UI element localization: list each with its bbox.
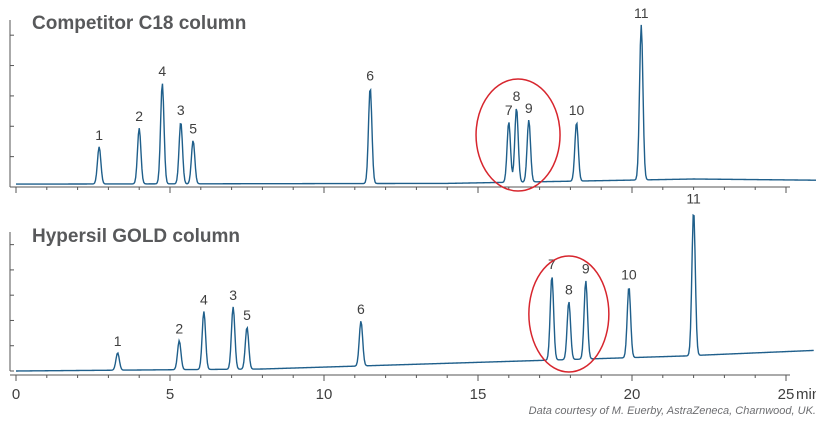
peak-label-7: 7 [505, 102, 513, 118]
chromatogram-trace [15, 213, 814, 372]
x-tick-label: 20 [624, 386, 641, 403]
peak-label-3: 3 [177, 102, 185, 118]
x-tick-label: 0 [12, 386, 20, 403]
peak-label-11: 11 [634, 5, 649, 21]
peak-label-8: 8 [565, 282, 573, 298]
peak-label-2: 2 [135, 108, 143, 124]
x-tick-label: 10 [316, 386, 333, 403]
highlight-ellipse [475, 78, 561, 192]
peak-label-9: 9 [525, 100, 533, 116]
top-panel-title: Competitor C18 column [32, 13, 246, 34]
peak-label-10: 10 [621, 267, 637, 283]
peak-label-3: 3 [229, 287, 237, 303]
peak-label-1: 1 [95, 127, 103, 143]
peak-label-5: 5 [189, 120, 197, 136]
peak-label-11: 11 [686, 191, 701, 207]
x-axis-unit: min [796, 386, 816, 403]
x-tick-label: 5 [166, 386, 174, 403]
peak-label-5: 5 [243, 307, 251, 323]
chromatogram-top-panel: Competitor C18 column 1 2 4 35 6 789 10 11 [9, 5, 816, 193]
peak-label-10: 10 [569, 102, 585, 118]
highlight-ellipse [528, 255, 610, 373]
peak-label-4: 4 [158, 63, 166, 79]
chromatogram-trace [16, 24, 816, 185]
peak-label-6: 6 [366, 67, 374, 83]
peak-label-6: 6 [357, 301, 365, 317]
peak-label-9: 9 [582, 261, 590, 277]
peak-label-4: 4 [200, 291, 208, 307]
data-credit: Data courtesy of M. Euerby, AstraZeneca,… [529, 405, 816, 417]
peak-label-7: 7 [548, 256, 556, 272]
peak-label-1: 1 [114, 333, 122, 349]
x-tick-label: 15 [470, 386, 487, 403]
x-tick-label: 25 [778, 386, 795, 403]
peak-label-2: 2 [175, 321, 183, 337]
peak-label-8: 8 [513, 88, 521, 104]
bottom-panel-title: Hypersil GOLD column [32, 226, 240, 247]
